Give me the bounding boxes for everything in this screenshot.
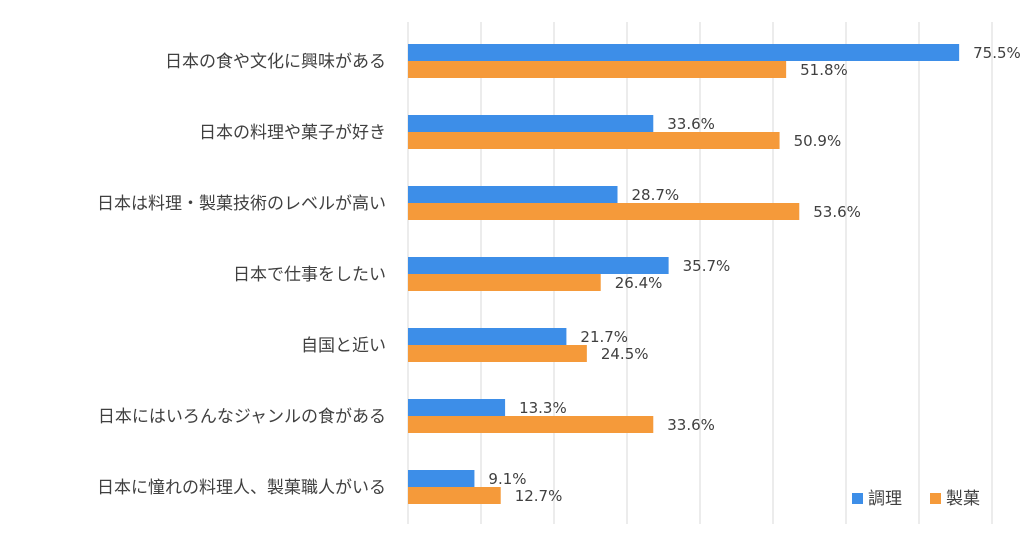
category-label: 日本の料理や菓子が好き xyxy=(199,123,386,143)
data-label: 26.4% xyxy=(615,274,663,292)
data-label: 9.1% xyxy=(488,470,526,488)
data-label: 28.7% xyxy=(632,186,680,204)
category-label: 日本にはいろんなジャンルの食がある xyxy=(98,407,386,427)
bar-confectionery xyxy=(408,132,780,149)
data-label: 24.5% xyxy=(601,345,649,363)
data-label: 50.9% xyxy=(794,132,842,150)
data-label: 21.7% xyxy=(580,328,628,346)
bar-cooking xyxy=(408,328,567,345)
bar-confectionery xyxy=(408,416,654,433)
data-label: 12.7% xyxy=(515,487,563,505)
bar-cooking xyxy=(408,257,669,274)
category-label: 日本は料理・製菓技術のレベルが高い xyxy=(97,194,386,214)
legend-swatch xyxy=(930,493,941,504)
bar-cooking xyxy=(408,44,960,61)
data-label: 53.6% xyxy=(813,203,861,221)
bars xyxy=(408,44,960,504)
data-label: 75.5% xyxy=(973,44,1021,62)
bar-cooking xyxy=(408,470,475,487)
category-label: 自国と近い xyxy=(301,336,386,356)
bar-confectionery xyxy=(408,487,501,504)
data-label: 51.8% xyxy=(800,61,848,79)
category-label: 日本で仕事をしたい xyxy=(233,265,386,285)
legend-swatch xyxy=(852,493,863,504)
data-label: 33.6% xyxy=(667,416,715,434)
bar-confectionery xyxy=(408,345,587,362)
category-label: 日本の食や文化に興味がある xyxy=(165,52,386,72)
grid-lines xyxy=(407,22,993,524)
bar-confectionery xyxy=(408,61,787,78)
bar-cooking xyxy=(408,399,506,416)
data-label: 35.7% xyxy=(683,257,731,275)
data-label: 13.3% xyxy=(519,399,567,417)
legend-label: 調理 xyxy=(868,489,902,509)
bar-cooking xyxy=(408,115,654,132)
bar-confectionery xyxy=(408,274,601,291)
bar-cooking xyxy=(408,186,618,203)
data-label: 33.6% xyxy=(667,115,715,133)
category-label: 日本に憧れの料理人、製菓職人がいる xyxy=(97,478,386,498)
labels: 日本の食や文化に興味がある 75.5% 51.8% 日本の料理や菓子が好き 33.6% 5… xyxy=(97,44,1021,505)
legend: 調理 製菓 xyxy=(852,489,980,509)
bar-confectionery xyxy=(408,203,800,220)
legend-label: 製菓 xyxy=(946,489,980,509)
